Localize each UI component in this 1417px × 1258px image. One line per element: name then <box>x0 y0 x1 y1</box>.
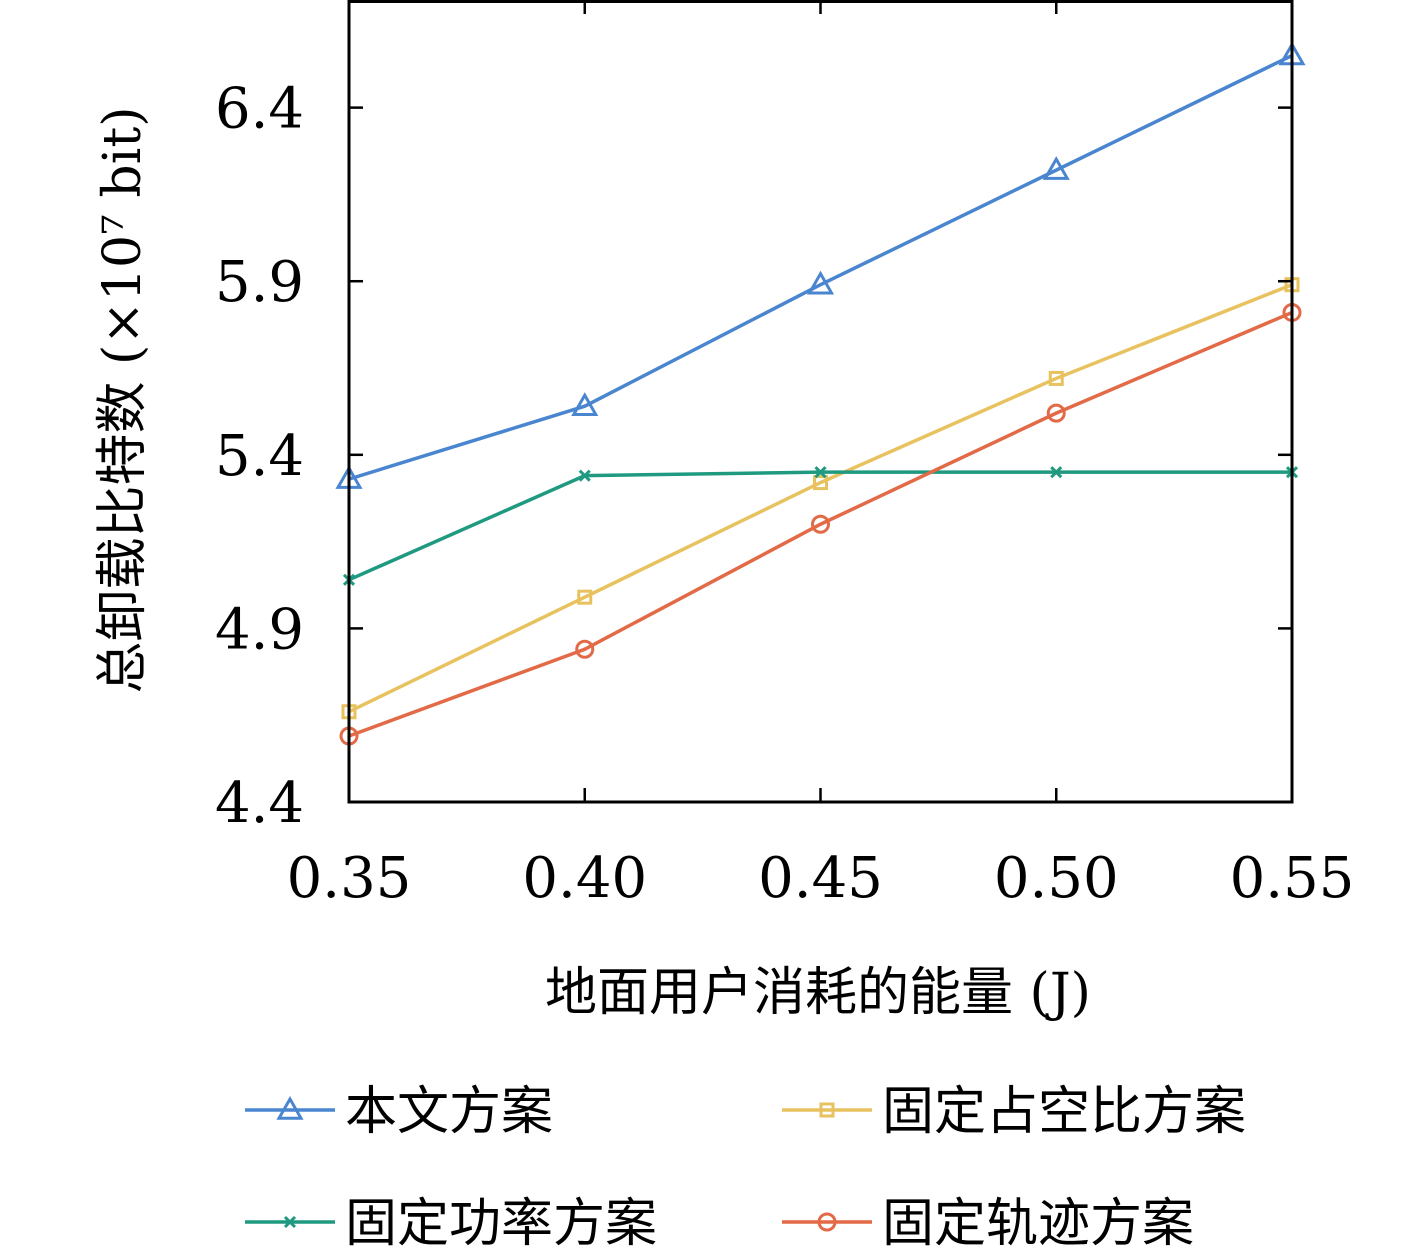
data-point-square <box>577 589 593 605</box>
data-point-circle <box>811 514 830 534</box>
x-tick-label: 0.40 <box>522 846 647 911</box>
plot-markers <box>335 41 1306 746</box>
data-point-x <box>578 469 591 482</box>
legend-label: 固定功率方案 <box>345 1194 657 1254</box>
y-tick-label: 4.9 <box>215 597 304 662</box>
data-point-circle <box>575 639 595 659</box>
y-tick-label: 5.4 <box>215 424 304 489</box>
x-tick-label: 0.35 <box>287 846 412 911</box>
legend-marker-square <box>819 1102 835 1118</box>
x-tick-label: 0.55 <box>1230 846 1355 911</box>
legend-label: 固定轨迹方案 <box>882 1194 1194 1254</box>
x-axis: 0.35 0.40 0.45 0.50 0.55 <box>287 0 1355 911</box>
y-axis: 4.4 4.9 5.4 5.9 6.4 <box>215 77 1292 836</box>
data-point-triangle <box>571 392 599 416</box>
plot-area <box>348 53 1293 738</box>
y-tick-label: 4.4 <box>215 771 304 836</box>
data-point-triangle <box>806 270 835 295</box>
data-point-triangle <box>1042 156 1070 180</box>
series-line-3 <box>348 310 1293 738</box>
y-axis-label: 总卸载比特数 (×10⁷ bit) <box>93 106 153 693</box>
series-line-1 <box>348 283 1293 714</box>
data-point-x <box>814 466 827 479</box>
x-tick-label: 0.45 <box>758 846 883 911</box>
x-axis-label: 地面用户消耗的能量 (J) <box>545 963 1091 1023</box>
data-point-square <box>813 475 828 491</box>
data-point-square <box>1048 370 1064 386</box>
x-tick-label: 0.50 <box>994 846 1119 911</box>
data-point-circle <box>1046 403 1066 423</box>
legend-label: 本文方案 <box>345 1082 553 1142</box>
legend-marker-triangle <box>276 1095 304 1120</box>
data-point-x <box>1050 466 1063 479</box>
legend-marker-x <box>283 1215 297 1229</box>
y-tick-label: 5.9 <box>215 250 304 315</box>
legend-marker-circle <box>817 1212 837 1232</box>
plot-frame <box>347 0 1294 804</box>
series-line-0 <box>348 53 1293 481</box>
legend-label: 固定占空比方案 <box>882 1082 1246 1142</box>
y-tick-label: 6.4 <box>215 77 304 142</box>
